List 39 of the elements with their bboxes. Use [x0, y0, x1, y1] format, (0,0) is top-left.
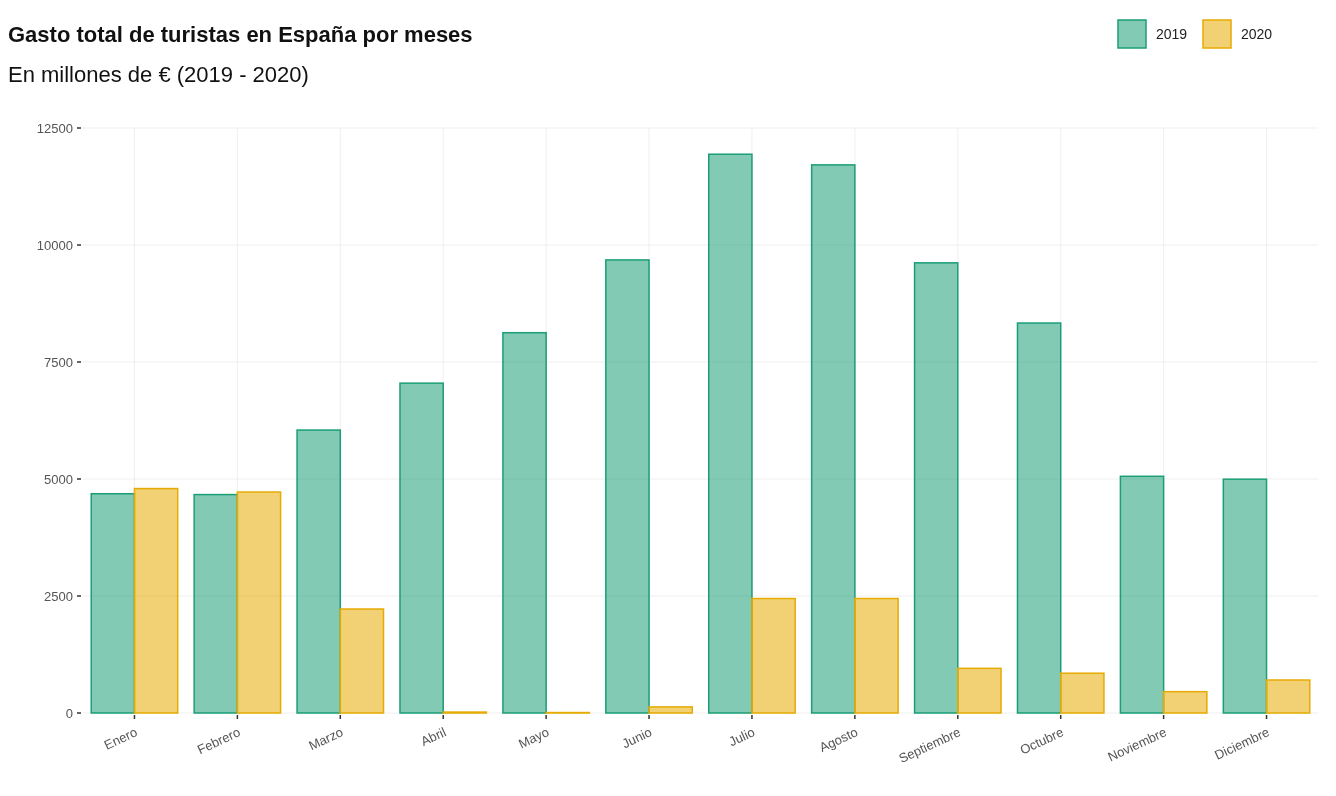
y-tick-label: 7500 [44, 354, 73, 370]
bar [399, 382, 444, 714]
bar [236, 491, 282, 714]
y-tick-label: 5000 [44, 471, 73, 487]
x-tick-label: Mayo [516, 724, 552, 752]
bar [854, 597, 899, 714]
chart-subtitle: En millones de € (2019 - 2020) [8, 62, 309, 87]
y-tick-label: 2500 [44, 588, 73, 604]
bar [1119, 475, 1165, 714]
legend-label: 2019 [1156, 26, 1188, 42]
bar [751, 597, 796, 714]
bar [1016, 322, 1062, 714]
bar [605, 259, 650, 714]
x-tick-label: Julio [726, 724, 758, 750]
bar [90, 492, 136, 714]
bar [648, 706, 694, 714]
x-tick-label: Junio [619, 724, 655, 752]
bar [502, 331, 547, 714]
bar [193, 493, 239, 714]
bar [133, 487, 179, 714]
y-tick-label: 10000 [36, 237, 73, 253]
bar [1265, 679, 1311, 714]
bar [296, 429, 342, 714]
bar [1222, 478, 1268, 714]
bar [339, 608, 385, 714]
bar [957, 667, 1002, 714]
bar [1162, 690, 1208, 714]
bar [1059, 672, 1105, 714]
x-tick-label: Marzo [306, 724, 346, 754]
x-tick-label: Agosto [816, 724, 860, 756]
bar [707, 153, 753, 714]
y-tick-label: 0 [65, 705, 73, 721]
legend-label: 2020 [1241, 26, 1273, 42]
y-tick-label: 12500 [36, 120, 73, 136]
bar [913, 262, 959, 714]
x-tick-label: Enero [101, 724, 140, 753]
chart-title: Gasto total de turistas en España por meses [8, 22, 473, 47]
bar [810, 164, 856, 714]
x-tick-label: Abril [418, 724, 449, 749]
